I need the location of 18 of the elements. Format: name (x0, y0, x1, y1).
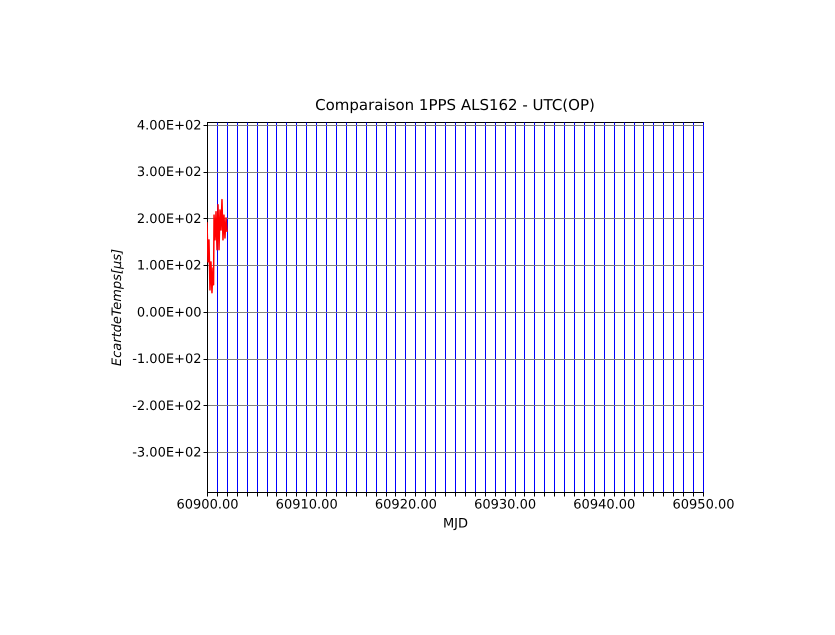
chart-title: Comparaison 1PPS ALS162 - UTC(OP) (315, 96, 595, 114)
y-tick-label: -2.00E+02 (132, 398, 202, 414)
x-axis-title: MJD (442, 516, 468, 532)
y-tick-label: 4.00E+02 (136, 118, 202, 134)
y-tick-label: 3.00E+02 (136, 165, 202, 180)
y-tick-label: -3.00E+02 (132, 446, 202, 461)
y-tick-label: -1.00E+02 (132, 352, 202, 368)
x-tick-label: 60930.00 (474, 498, 536, 512)
line-series (207, 198, 228, 294)
y-axis-title: EcartdeTemps[μs] (110, 248, 126, 366)
y-tick-label: 1.00E+02 (136, 258, 202, 274)
y-tick-label: 2.00E+02 (136, 212, 202, 227)
x-tick-label: 60910.00 (276, 498, 338, 512)
x-tick-label: 60950.00 (672, 498, 735, 512)
x-tick-label: 60940.00 (573, 498, 636, 512)
x-tick-label: 60920.00 (374, 498, 437, 512)
y-tick-label: 0.00E+00 (136, 305, 202, 320)
x-tick-label: 60900.00 (176, 498, 239, 512)
